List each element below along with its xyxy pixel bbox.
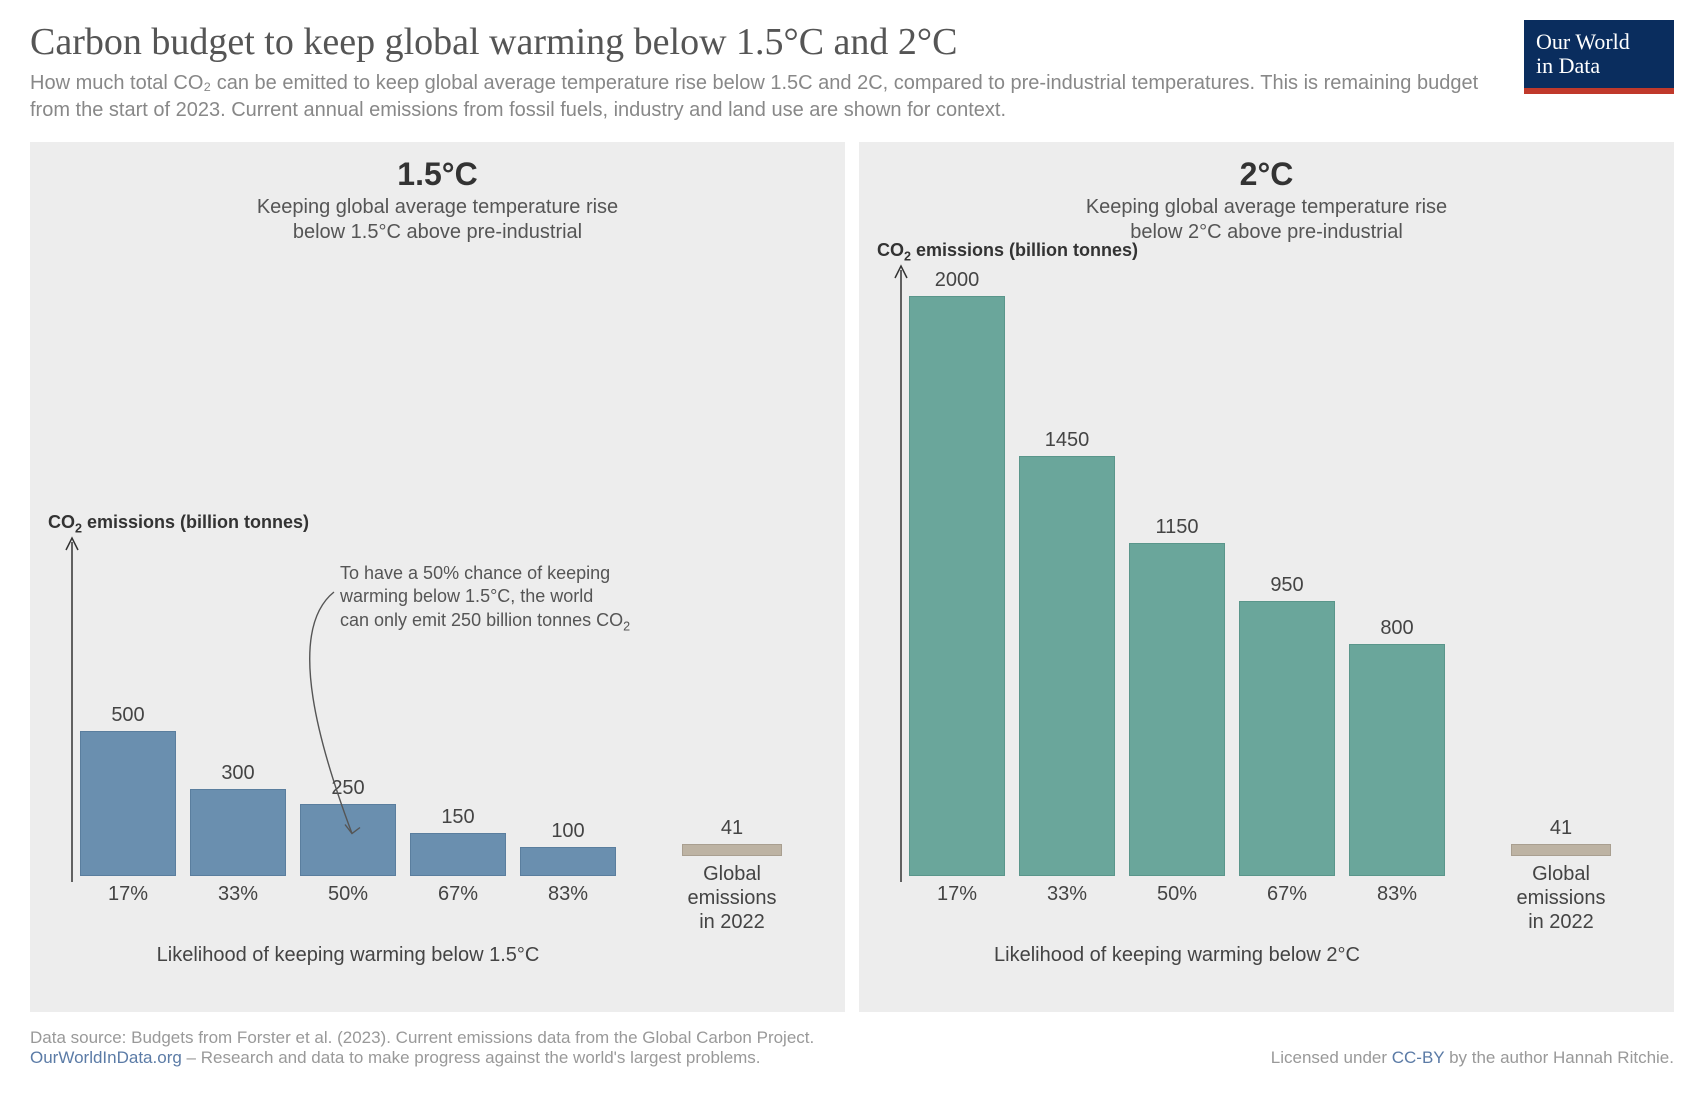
bar-group: 950 67% xyxy=(1239,574,1335,935)
bar-category-label: 50% xyxy=(1157,882,1197,934)
bar xyxy=(410,833,506,877)
owid-logo: Our Worldin Data xyxy=(1524,20,1674,94)
bar-category-label: 17% xyxy=(108,882,148,934)
page-subtitle: How much total CO₂ can be emitted to kee… xyxy=(30,70,1504,124)
bar-value-label: 950 xyxy=(1270,574,1303,597)
bar-group: 150 67% xyxy=(410,806,506,935)
context-bar-group: 41 Global emissionsin 2022 xyxy=(1501,817,1621,934)
bar xyxy=(80,731,176,876)
context-bar xyxy=(1511,844,1611,856)
bar-value-label: 500 xyxy=(111,704,144,727)
bar-group: 250 50% xyxy=(300,777,396,935)
license-link[interactable]: CC-BY xyxy=(1392,1048,1445,1067)
bar-value-label: 41 xyxy=(1550,817,1572,840)
bar-group: 800 83% xyxy=(1349,617,1445,934)
bar-group: 300 33% xyxy=(190,762,286,934)
bar-group: 2000 17% xyxy=(909,269,1005,934)
bar xyxy=(1129,543,1225,877)
panel-title: 1.5°C xyxy=(48,156,827,193)
footer-left: Data source: Budgets from Forster et al.… xyxy=(30,1028,814,1068)
source-prefix: Data source: xyxy=(30,1028,131,1047)
bar xyxy=(1019,456,1115,877)
bar-value-label: 250 xyxy=(331,777,364,800)
bar-category-label: 83% xyxy=(1377,882,1417,934)
logo-accent-bar xyxy=(1524,88,1674,94)
bar-category-label: 83% xyxy=(548,882,588,934)
bars-row: 2000 17% 1450 33% 1150 50% 950 67% 800 8… xyxy=(909,194,1621,934)
context-label: Global emissionsin 2022 xyxy=(1501,862,1621,934)
bar-value-label: 150 xyxy=(441,806,474,829)
page-title: Carbon budget to keep global warming bel… xyxy=(30,20,1504,64)
bar-group: 100 83% xyxy=(520,820,616,934)
bar xyxy=(1239,601,1335,877)
bar-value-label: 800 xyxy=(1380,617,1413,640)
bar-group: 1150 50% xyxy=(1129,516,1225,935)
bar-category-label: 33% xyxy=(1047,882,1087,934)
bar-group: 500 17% xyxy=(80,704,176,934)
logo-text: Our Worldin Data xyxy=(1524,20,1674,88)
footer: Data source: Budgets from Forster et al.… xyxy=(30,1028,1674,1068)
license-suffix: by the author Hannah Ritchie. xyxy=(1444,1048,1674,1067)
bar-group: 1450 33% xyxy=(1019,429,1115,935)
bar-category-label: 33% xyxy=(218,882,258,934)
context-bar-group: 41 Global emissionsin 2022 xyxy=(672,817,792,934)
bar-value-label: 100 xyxy=(551,820,584,843)
license-prefix: Licensed under xyxy=(1271,1048,1392,1067)
annotation-text: To have a 50% chance of keepingwarming b… xyxy=(340,562,630,635)
bar xyxy=(190,789,286,876)
bar-category-label: 17% xyxy=(937,882,977,934)
bar-value-label: 2000 xyxy=(935,269,980,292)
chart-panel-2c: 2°C Keeping global average temperature r… xyxy=(859,142,1674,1012)
source-text: Budgets from Forster et al. (2023). Curr… xyxy=(131,1028,814,1047)
chart-panel-1p5c: 1.5°C Keeping global average temperature… xyxy=(30,142,845,1012)
bar-category-label: 67% xyxy=(1267,882,1307,934)
xaxis-title: Likelihood of keeping warming below 1.5°… xyxy=(80,944,616,967)
bar-category-label: 67% xyxy=(438,882,478,934)
panel-title: 2°C xyxy=(877,156,1656,193)
bar-category-label: 50% xyxy=(328,882,368,934)
bar xyxy=(909,296,1005,876)
bar-value-label: 1150 xyxy=(1155,516,1198,539)
bar xyxy=(520,847,616,876)
footer-right: Licensed under CC-BY by the author Hanna… xyxy=(1271,1048,1674,1068)
xaxis-title: Likelihood of keeping warming below 2°C xyxy=(909,944,1445,967)
context-bar xyxy=(682,844,782,856)
bar-value-label: 300 xyxy=(221,762,254,785)
site-tagline: – Research and data to make progress aga… xyxy=(182,1048,761,1067)
bar xyxy=(300,804,396,877)
context-label: Global emissionsin 2022 xyxy=(672,862,792,934)
site-link[interactable]: OurWorldInData.org xyxy=(30,1048,182,1067)
bar-value-label: 1450 xyxy=(1045,429,1090,452)
bar-value-label: 41 xyxy=(721,817,743,840)
bar xyxy=(1349,644,1445,876)
